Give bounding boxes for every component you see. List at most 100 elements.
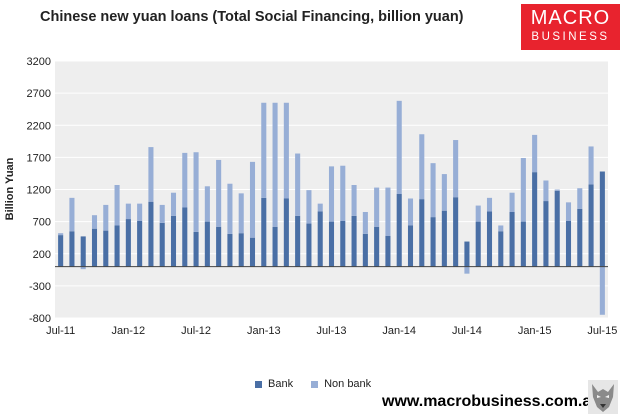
bar-non-bank [509,192,515,212]
bar-bank [475,221,481,267]
bar-bank [103,230,109,267]
bar-non-bank [464,266,470,274]
bar-non-bank [340,165,346,221]
y-axis-label: Billion Yuan [4,157,16,220]
bar-bank [170,215,177,267]
bar-non-bank [114,185,120,226]
x-tick-label: Jan-12 [112,325,146,337]
bar-bank [283,198,289,267]
bar-non-bank [238,193,244,234]
y-tick-label: 700 [33,217,51,229]
x-tick-label: Jul-11 [46,325,75,337]
bar-bank [317,211,323,267]
y-tick-label: -800 [29,313,51,325]
bar-bank [385,235,391,267]
bar-bank [340,220,346,267]
bar-bank [328,221,335,267]
bar-non-bank [475,205,481,222]
bar-bank [125,219,131,267]
bar-non-bank [486,197,493,212]
bar-bank [396,193,402,267]
x-tick-labels: Jul-11 Jan-12 Jul-12 Jan-13 Jul-13 Jan-14 Jul-… [46,325,617,337]
bar-bank [362,233,368,267]
legend-item-non-bank: Non bank [311,378,371,390]
y-tick-label: 1200 [27,185,51,197]
bar-bank [238,233,244,267]
bar-bank [295,215,301,267]
bar-bank [159,222,165,267]
bar-non-bank [283,102,289,199]
x-tick-label: Jul-12 [181,325,211,337]
legend-swatch-bank [255,380,262,388]
bar-non-bank [91,215,98,229]
x-tick-label: Jan-14 [382,325,416,337]
bar-bank [216,226,222,267]
bar-bank [509,211,515,267]
x-tick-label: Jan-15 [518,325,552,337]
bar-non-bank [407,198,414,226]
y-tick-label: 1700 [27,152,51,164]
bar-non-bank [261,102,267,198]
y-tick-label: 2700 [27,88,51,100]
bar-non-bank [362,211,368,234]
bar-bank [599,171,605,267]
bar-non-bank [430,163,436,218]
bar-non-bank [125,203,131,220]
bar-non-bank [317,203,323,212]
y-tick-labels: -800 -300 200 700 1200 1700 2200 2700 3200 [27,56,51,325]
bar-bank [543,201,549,267]
bar-non-bank [193,152,199,232]
bar-bank [227,233,233,267]
bar-non-bank [103,204,109,231]
bar-bank [193,231,199,267]
y-tick-label: 200 [33,249,51,261]
bar-non-bank [441,174,447,211]
bar-non-bank [159,204,165,223]
bar-non-bank [148,147,154,202]
bar-bank [554,190,560,267]
bar-bank [69,231,75,267]
y-tick-label: 3200 [27,56,51,68]
bar-bank [588,184,594,267]
bar-non-bank [565,202,572,221]
bar-bank [80,236,86,267]
bar-non-bank [204,186,210,222]
bar-bank [419,199,425,267]
bar-non-bank [532,134,538,173]
bar-non-bank [396,100,402,194]
bar-bank [114,225,120,267]
bar-non-bank [554,189,560,191]
legend-label-non-bank: Non bank [324,378,372,390]
footer-url: www.macrobusiness.com.au [382,393,602,410]
legend-swatch-non-bank [311,380,319,388]
chart-title: Chinese new yuan loans (Total Social Fin… [40,9,464,25]
x-tick-label: Jul-15 [587,325,617,337]
y-tick-label: 2200 [27,120,51,132]
bar-bank [577,208,583,267]
bar-non-bank [80,266,86,270]
bar-bank [453,197,459,267]
wolf-logo-icon [588,380,618,414]
bar-non-bank [577,188,583,209]
bar-non-bank [419,134,425,200]
bar-bank [182,207,188,267]
bar-bank [464,241,470,267]
logo-line-1: MACRO [530,7,611,29]
bar-bank [430,217,436,267]
bar-bank [306,223,312,267]
bar-bank [272,226,278,267]
bar-bank [565,220,572,267]
bar-bank [261,197,267,267]
y-tick-label: -300 [29,281,51,293]
bar-bank [249,237,256,267]
bar-bank [441,210,447,267]
bar-non-bank [498,225,504,232]
bar-bank [58,235,64,267]
bar-non-bank [588,146,594,185]
bar-non-bank [520,158,526,222]
bar-bank [532,172,538,267]
bar-bank [486,211,493,267]
bar-non-bank [453,140,459,198]
bar-bank [407,225,414,267]
